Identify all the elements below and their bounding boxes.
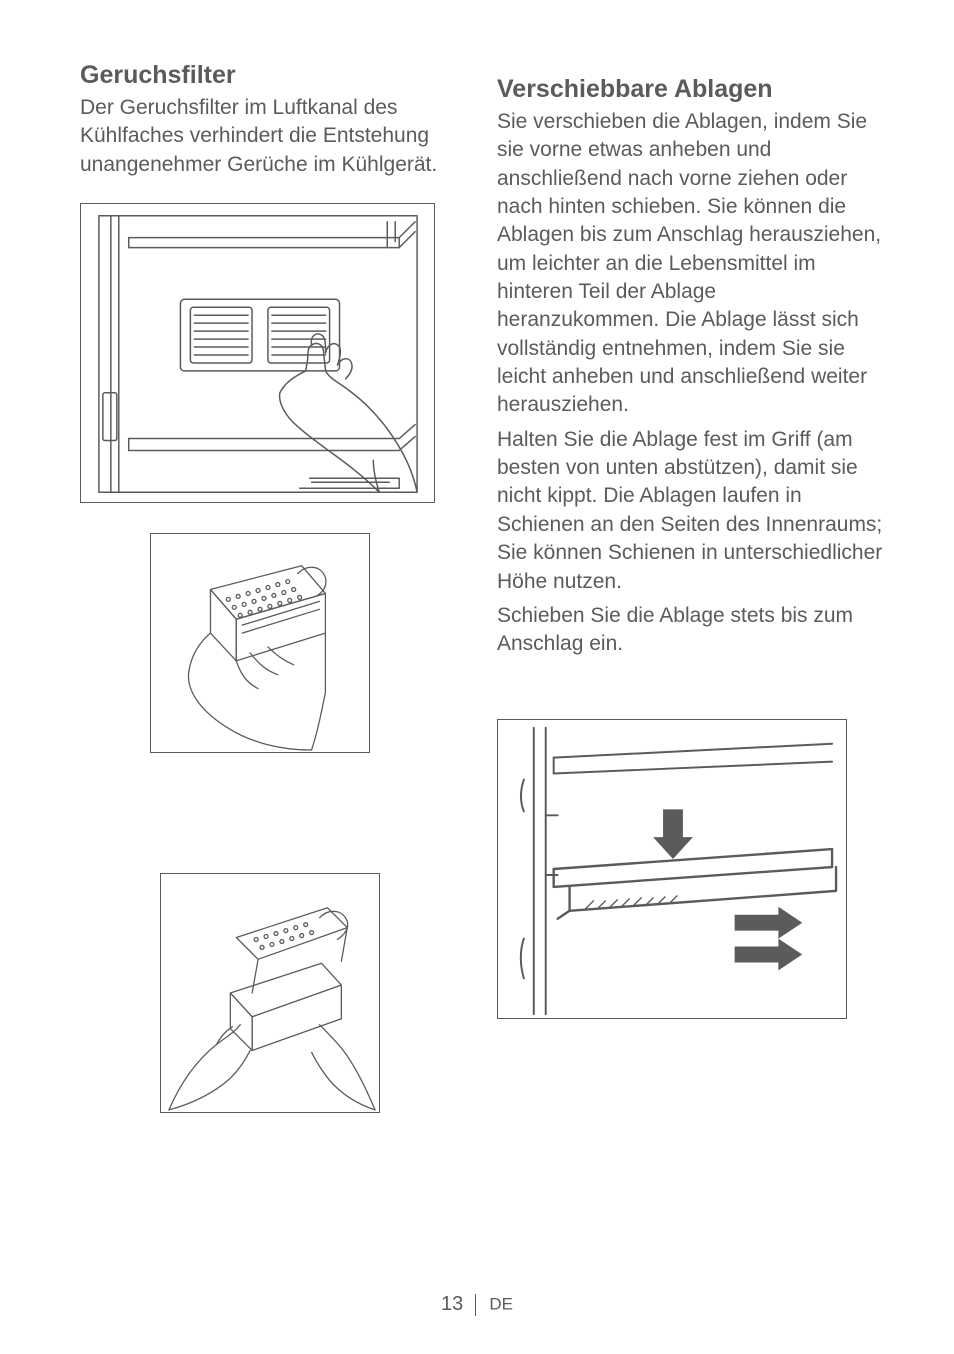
figure-sliding-shelf — [497, 719, 847, 1019]
para-geruchsfilter: Der Geruchsfilter im Luftkanal des Kühlf… — [80, 94, 467, 179]
heading-geruchsfilter: Geruchsfilter — [80, 60, 467, 90]
figure-filter-in-fridge — [80, 203, 435, 503]
left-column: Geruchsfilter Der Geruchsfilter im Luftk… — [80, 60, 467, 1113]
filter-hand-illustration — [151, 533, 369, 753]
right-column: Verschiebbare Ablagen Sie verschieben di… — [497, 60, 884, 1113]
page-language: DE — [489, 1295, 513, 1314]
figure-filter-open — [160, 873, 380, 1113]
page-footer: 13 DE — [0, 1293, 954, 1316]
para-ablagen-3: Schieben Sie die Ablage stets bis zum An… — [497, 602, 884, 659]
page-number: 13 — [441, 1293, 463, 1315]
figure-filter-hand — [150, 533, 370, 753]
filter-fridge-illustration — [81, 203, 434, 503]
sliding-shelf-illustration — [498, 719, 846, 1019]
filter-open-illustration — [161, 873, 379, 1113]
footer-separator — [475, 1294, 476, 1316]
para-ablagen-1: Sie verschieben die Ablagen, indem Sie s… — [497, 108, 884, 420]
para-ablagen-2: Halten Sie die Ablage fest im Griff (am … — [497, 426, 884, 596]
heading-ablagen: Verschiebbare Ablagen — [497, 74, 884, 104]
